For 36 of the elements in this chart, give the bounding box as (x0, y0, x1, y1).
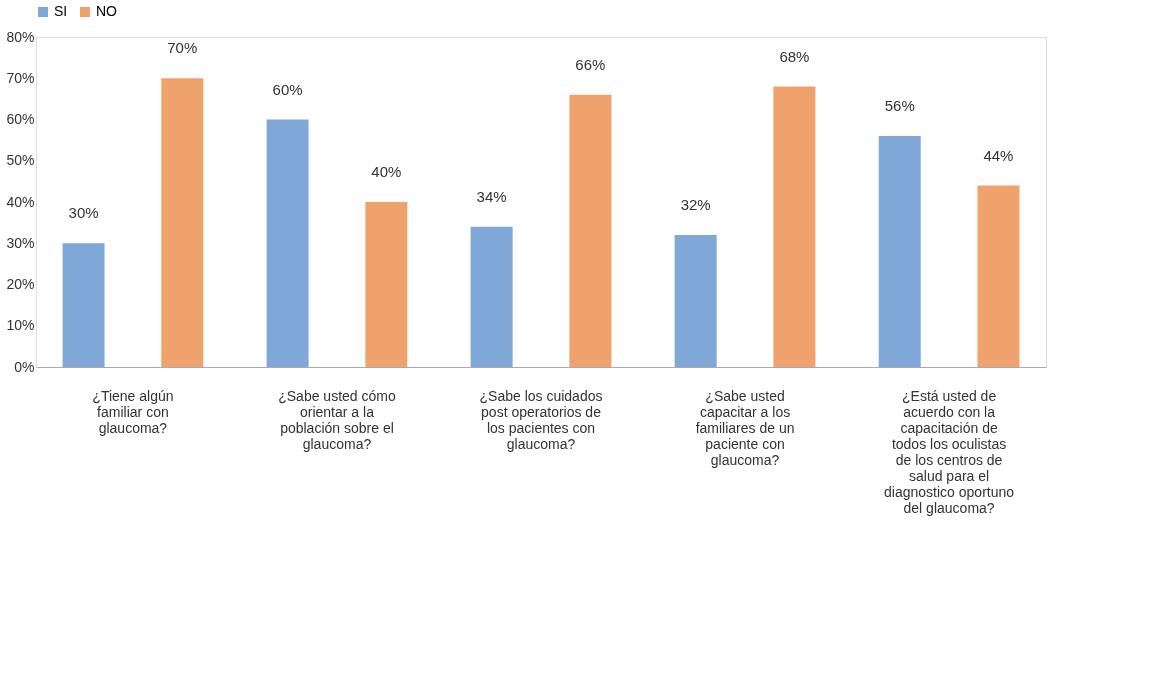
legend-label: SI (54, 3, 68, 19)
data-label: 34% (476, 187, 507, 205)
y-tick-label: 20% (6, 276, 35, 292)
bar (569, 94, 612, 367)
data-label: 66% (575, 55, 606, 73)
data-label: 40% (371, 163, 402, 180)
bar (977, 185, 1020, 367)
x-tick-label: ¿Sabe los cuidados post operatorios de los pacientes con glaucoma? (479, 387, 603, 452)
data-label: 60% (272, 80, 303, 98)
bar (773, 86, 816, 367)
x-tick-label: ¿Tiene algún familiar con glaucoma? (92, 387, 174, 436)
data-label: 32% (680, 196, 711, 213)
data-label: 44% (983, 146, 1014, 164)
x-tick-label: ¿Está usted de acuerdo con la capacitación de todos los oculistas de los centros de salud para el diagnostico oportuno del glaucoma? (884, 387, 1015, 516)
y-tick-label: 0% (14, 358, 35, 375)
bar (62, 243, 105, 367)
y-tick-label: 50% (6, 152, 35, 169)
y-tick-label: 30% (6, 234, 35, 251)
data-label: 68% (779, 47, 810, 65)
y-tick-label: 80% (6, 28, 35, 45)
y-tick-label: 10% (6, 317, 35, 334)
bar (878, 136, 921, 367)
data-label: 30% (68, 204, 99, 222)
legend-label: NO (96, 3, 118, 19)
bar (365, 202, 408, 367)
x-tick-label: ¿Sabe usted capacitar a los familiares de un paciente con glaucoma? (695, 387, 795, 468)
y-tick-label: 70% (6, 69, 35, 86)
y-tick-label: 60% (6, 111, 35, 127)
x-tick-label: ¿Sabe usted cómo orientar a la población sobre el glaucoma? (278, 387, 396, 452)
data-label: 70% (167, 39, 198, 57)
bar (266, 119, 309, 367)
data-label: 56% (884, 97, 915, 114)
bar (161, 78, 204, 367)
bar (470, 226, 513, 367)
bar (674, 235, 717, 367)
y-tick-label: 40% (6, 193, 35, 210)
